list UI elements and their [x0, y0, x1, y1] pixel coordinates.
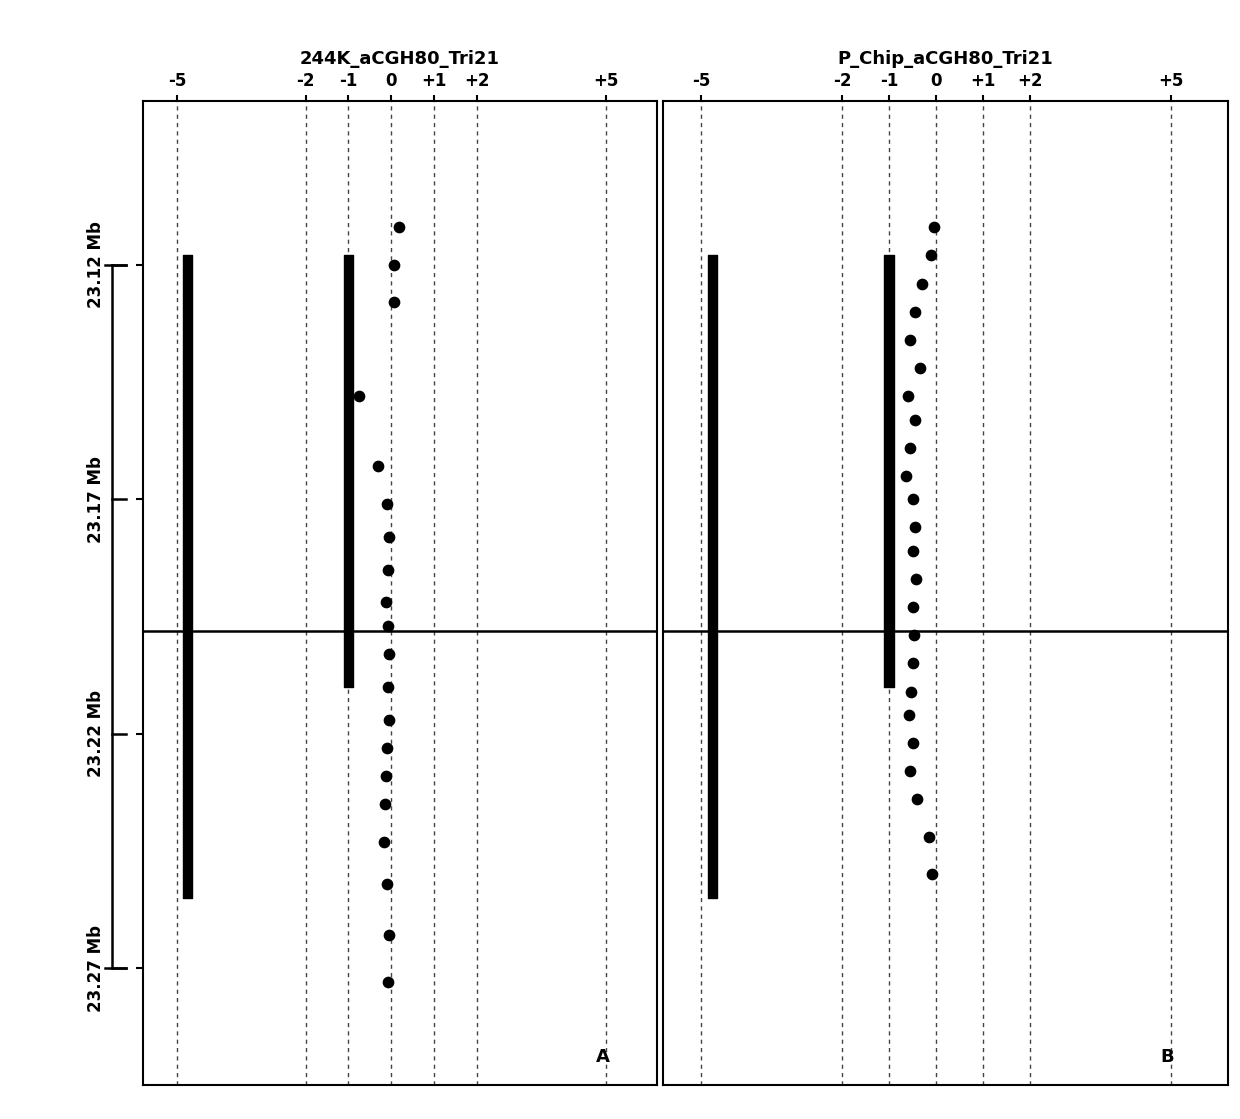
Point — [903, 734, 923, 752]
Point — [898, 387, 918, 405]
Point — [895, 467, 915, 485]
Point — [384, 256, 404, 274]
Point — [900, 439, 920, 457]
Text: 23.22 Mb: 23.22 Mb — [87, 690, 105, 778]
Point — [899, 706, 919, 724]
Point — [921, 246, 941, 264]
Point — [377, 739, 397, 756]
Point — [906, 570, 926, 587]
Point — [378, 974, 398, 991]
Point — [374, 796, 394, 814]
Point — [900, 683, 920, 700]
Point — [905, 411, 925, 429]
Point — [919, 828, 939, 846]
Title: P_Chip_aCGH80_Tri21: P_Chip_aCGH80_Tri21 — [838, 50, 1053, 68]
Point — [368, 458, 388, 476]
Point — [900, 762, 920, 780]
Title: 244K_aCGH80_Tri21: 244K_aCGH80_Tri21 — [300, 50, 500, 68]
Point — [389, 218, 409, 236]
Point — [379, 645, 399, 662]
Point — [904, 627, 924, 645]
Point — [905, 518, 925, 536]
Point — [905, 303, 925, 321]
Point — [903, 490, 923, 508]
Point — [913, 274, 932, 292]
Point — [378, 561, 398, 579]
Point — [377, 875, 397, 893]
Point — [384, 293, 404, 311]
Text: 23.27 Mb: 23.27 Mb — [87, 924, 105, 1012]
Point — [924, 218, 944, 236]
Point — [903, 599, 923, 617]
Point — [377, 495, 397, 513]
Text: 23.12 Mb: 23.12 Mb — [87, 222, 105, 308]
Point — [923, 865, 942, 883]
Point — [903, 542, 923, 560]
Point — [379, 711, 399, 728]
Point — [379, 528, 399, 546]
Text: B: B — [1159, 1047, 1173, 1065]
Point — [378, 617, 398, 634]
Text: A: A — [595, 1047, 609, 1065]
Point — [900, 331, 920, 349]
Point — [376, 593, 396, 611]
Point — [378, 678, 398, 696]
Text: 23.17 Mb: 23.17 Mb — [87, 455, 105, 543]
Point — [910, 359, 930, 377]
Point — [373, 833, 393, 850]
Point — [379, 927, 399, 944]
Point — [376, 767, 396, 784]
Point — [908, 790, 928, 808]
Point — [903, 655, 923, 673]
Point — [350, 387, 370, 405]
